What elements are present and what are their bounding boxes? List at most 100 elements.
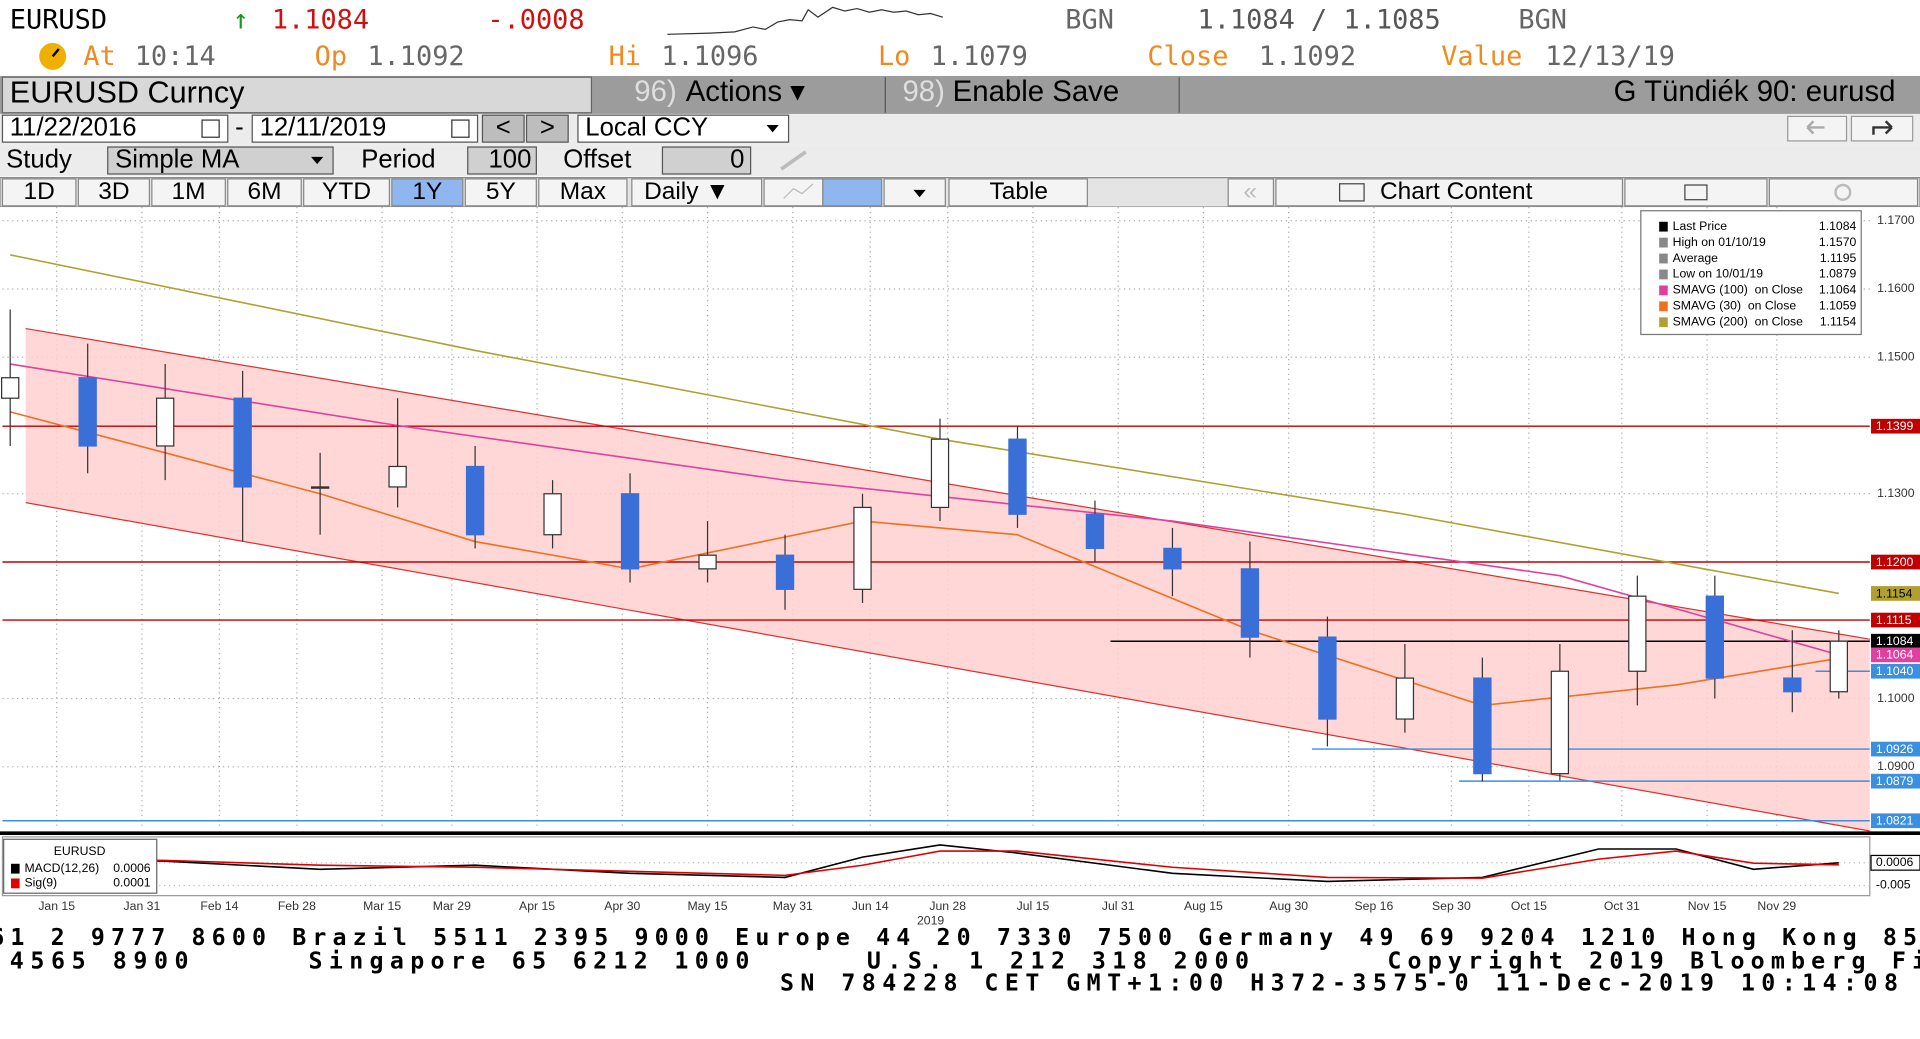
price-tag — [1871, 612, 1920, 628]
macd-tick-label: 0.0006 — [1876, 855, 1914, 869]
chart-content-button[interactable] — [1275, 178, 1624, 207]
prev-button[interactable] — [481, 114, 525, 143]
range-label: Max — [560, 178, 606, 205]
offset-input[interactable] — [661, 146, 752, 175]
pencil-icon — [780, 150, 807, 171]
x-tick-label: Apr 15 — [519, 899, 555, 913]
range-label: 1D — [24, 178, 55, 205]
security-box[interactable] — [1, 76, 593, 114]
field-value: 12/13/19 — [1545, 41, 1675, 72]
range-button[interactable] — [538, 178, 628, 207]
field-label: Lo — [878, 41, 910, 72]
range-button[interactable] — [391, 178, 464, 207]
dropdown-arrow — [766, 124, 779, 133]
candle-body — [1395, 677, 1415, 720]
range-button[interactable] — [464, 178, 537, 207]
legend-value: 1.1084 — [1819, 219, 1857, 233]
frequency-select[interactable] — [631, 178, 763, 207]
legend-value: 1.1570 — [1819, 235, 1857, 249]
macd-name: Sig(9) — [24, 876, 57, 890]
candle-body — [1829, 640, 1848, 693]
period-input[interactable] — [467, 146, 537, 175]
range-button[interactable] — [77, 178, 150, 207]
x-tick-label: Jul 31 — [1102, 899, 1135, 913]
table-button[interactable] — [948, 178, 1088, 207]
legend-value: 1.1195 — [1820, 251, 1857, 265]
x-tick-label: Apr 30 — [604, 899, 640, 913]
candle-body — [1550, 670, 1570, 775]
price-tag — [1871, 663, 1920, 679]
x-tick-label: Jan 31 — [124, 899, 161, 913]
next-button[interactable] — [525, 114, 569, 143]
candle-body — [930, 438, 950, 509]
range-button[interactable] — [151, 178, 226, 207]
start-date: 11/22/2016 — [10, 113, 137, 141]
price-tag — [1871, 633, 1920, 649]
macd-line — [10, 844, 1839, 883]
range-button[interactable] — [1, 178, 77, 207]
x-tick-label: Jun 14 — [852, 899, 889, 913]
offset-label: Offset — [563, 145, 631, 173]
legend-label: Low on 10/01/19 — [1673, 267, 1764, 281]
prev: < — [496, 113, 511, 141]
style-dropdown[interactable] — [883, 178, 946, 207]
range-label: 1M — [172, 178, 206, 205]
redo-icon — [1872, 120, 1893, 135]
legend-label: High on 01/10/19 — [1673, 235, 1766, 249]
x-tick-label: Sep 30 — [1432, 899, 1471, 913]
editor-button[interactable] — [1624, 178, 1768, 207]
menu-number: 96) — [634, 75, 676, 108]
x-tick-label: Aug 30 — [1269, 899, 1308, 913]
y-tick-label: 1.1600 — [1877, 281, 1915, 295]
currency-select[interactable] — [577, 114, 790, 143]
price-tag-label: 1.1200 — [1876, 555, 1914, 569]
x-tick-label: Mar 29 — [433, 899, 471, 913]
candle-body — [1318, 636, 1337, 720]
range-label: 1Y — [412, 178, 442, 205]
macd-tag — [1870, 854, 1920, 871]
ticker: EURUSD — [10, 4, 107, 35]
security: EURUSD Curncy — [10, 75, 245, 109]
settings-button[interactable] — [1768, 178, 1919, 207]
menu-actions[interactable]: Actions ▾ — [686, 75, 805, 108]
chart-tools: Daily ▼ Table « Chart Content — [631, 178, 1919, 207]
legend-label: SMAVG (30) on Close — [1673, 299, 1797, 313]
period: 100 — [489, 145, 532, 173]
footer-line: SN 784228 CET GMT+1:00 H372-3575-0 11-De… — [780, 969, 1898, 996]
collapse-button[interactable] — [1227, 178, 1275, 207]
line-style-button[interactable] — [763, 178, 824, 207]
macd-legend — [3, 838, 158, 894]
range-button[interactable] — [303, 178, 390, 207]
user-label: G Tündiék 90: eurusd — [1614, 75, 1896, 108]
price-tag-label: 1.1064 — [1876, 648, 1914, 662]
menu-enable-save[interactable]: Enable Save — [953, 75, 1120, 108]
calendar-icon[interactable] — [201, 119, 220, 138]
footer-line: 61 2 9777 8600 Brazil 5511 2395 9000 Eur… — [0, 924, 1920, 951]
range-label: 3D — [98, 178, 129, 205]
range-button[interactable] — [227, 178, 302, 207]
study-select[interactable] — [107, 146, 334, 175]
price-tag-label: 1.1399 — [1876, 419, 1914, 433]
field-value: 1.1092 — [1259, 41, 1356, 72]
candle-body — [1, 377, 20, 399]
y-tick-label: 1.0900 — [1877, 759, 1915, 773]
price-tag-label: 1.0879 — [1876, 774, 1914, 788]
end-date-input[interactable] — [251, 114, 479, 143]
legend-value: 1.0879 — [1819, 267, 1857, 281]
price-tag-label: 1.0926 — [1876, 742, 1914, 756]
bar-style-button[interactable] — [822, 178, 883, 207]
macd-swatch — [11, 878, 20, 889]
macd-line — [10, 850, 1839, 880]
range-label: 5Y — [486, 178, 516, 205]
price-tag-label: 1.1115 — [1876, 613, 1912, 627]
start-date-input[interactable] — [1, 114, 229, 143]
footer-line: Copyright 2019 Bloomberg Fi — [1387, 947, 1920, 974]
legend-swatch — [1659, 237, 1668, 248]
candle-body — [698, 554, 717, 570]
macd-last: 0.0006 — [113, 861, 151, 875]
legend-swatch — [1659, 253, 1668, 264]
calendar-icon[interactable] — [451, 119, 470, 138]
study-label: Study — [6, 145, 72, 173]
candle-body — [1163, 547, 1182, 570]
